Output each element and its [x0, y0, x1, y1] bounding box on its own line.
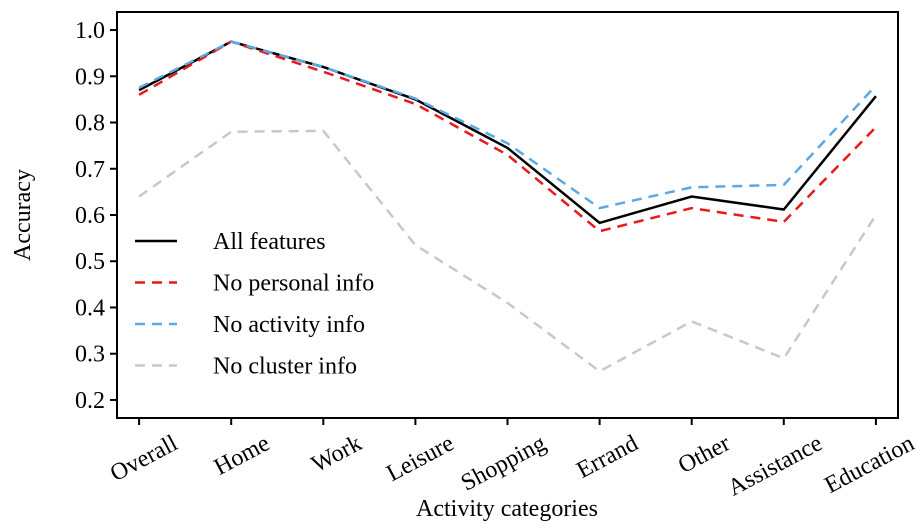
- y-tick-label: 0.8: [75, 111, 105, 137]
- series-line: [138, 129, 877, 373]
- x-tick-label: Assistance: [724, 430, 827, 501]
- y-tick-label: 0.6: [75, 203, 105, 229]
- x-tick-label: Leisure: [382, 430, 458, 487]
- y-tick-label: 0.7: [75, 157, 105, 183]
- y-tick-label: 0.9: [75, 64, 105, 90]
- legend-label: All features: [213, 229, 326, 255]
- x-tick-label: Shopping: [457, 430, 550, 496]
- series-line: [138, 40, 877, 225]
- y-tick-label: 0.3: [75, 342, 105, 368]
- y-tick-label: 1.0: [75, 18, 105, 44]
- series-line: [138, 40, 877, 210]
- y-tick-label: 0.4: [75, 295, 105, 321]
- x-tick-label: Other: [674, 430, 734, 479]
- legend-label: No activity info: [213, 312, 365, 338]
- legend-label: No personal info: [213, 271, 374, 297]
- x-tick-label: Home: [210, 430, 274, 480]
- y-axis-label: Accuracy: [10, 169, 36, 261]
- x-axis-label: Activity categories: [416, 496, 598, 522]
- x-tick-label: Work: [307, 430, 366, 478]
- y-tick-label: 0.5: [75, 249, 105, 275]
- x-tick-label: Education: [821, 430, 919, 499]
- y-tick-label: 0.2: [75, 388, 105, 414]
- x-tick-label: Overall: [106, 430, 182, 487]
- x-tick-label: Errand: [573, 430, 643, 484]
- series-line: [138, 40, 877, 233]
- legend-label: No cluster info: [213, 354, 357, 380]
